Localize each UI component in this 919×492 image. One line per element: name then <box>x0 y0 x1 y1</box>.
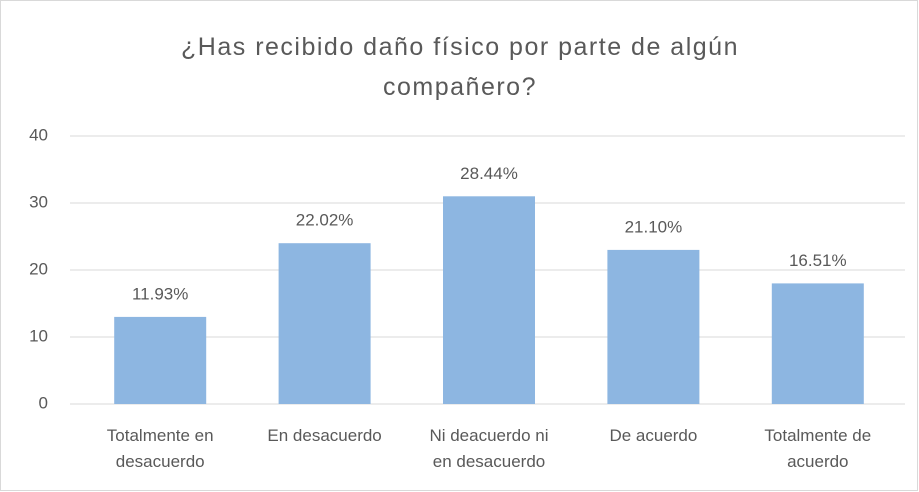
data-label: 22.02% <box>296 211 354 230</box>
data-label: 28.44% <box>460 164 518 183</box>
bar <box>278 243 371 404</box>
x-tick-label: Totalmente de acuerdo <box>764 426 871 471</box>
bar <box>114 316 207 404</box>
x-tick-label: En desacuerdo <box>267 426 381 445</box>
bar <box>771 283 864 404</box>
data-label: 11.93% <box>132 284 188 303</box>
chart-title: ¿Has recibido daño físico por parte de a… <box>181 33 739 101</box>
y-tick-label: 20 <box>29 259 48 278</box>
x-tick-label: Totalmente en desacuerdo <box>107 426 214 471</box>
data-label: 21.10% <box>625 217 683 236</box>
x-tick-label: Ni deacuerdo ni en desacuerdo <box>429 426 548 471</box>
x-tick-label: De acuerdo <box>609 426 697 445</box>
y-tick-label: 30 <box>29 192 48 211</box>
bar <box>607 249 700 404</box>
y-tick-label: 40 <box>29 125 48 144</box>
y-tick-label: 0 <box>39 393 48 412</box>
bar <box>443 196 535 404</box>
data-label: 16.51% <box>789 251 847 270</box>
y-tick-label: 10 <box>29 326 48 345</box>
